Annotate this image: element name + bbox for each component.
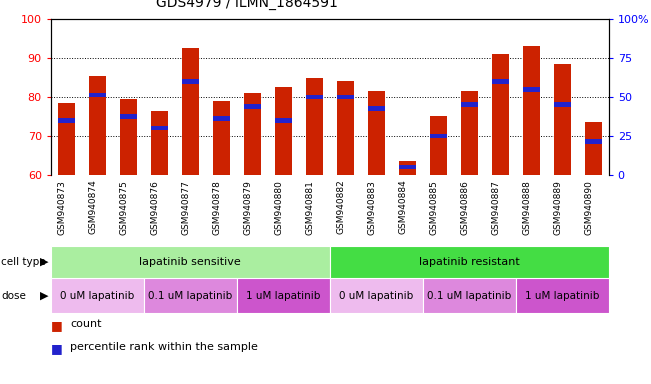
Bar bbox=[306, 94, 323, 99]
Text: 1 uM lapatinib: 1 uM lapatinib bbox=[246, 291, 320, 301]
Text: cell type: cell type bbox=[1, 257, 46, 267]
Bar bbox=[182, 79, 199, 84]
Bar bbox=[398, 161, 416, 175]
Bar bbox=[422, 278, 516, 313]
Text: 0.1 uM lapatinib: 0.1 uM lapatinib bbox=[427, 291, 511, 301]
Bar bbox=[461, 103, 478, 107]
Bar bbox=[430, 134, 447, 138]
Bar bbox=[553, 64, 571, 175]
Bar bbox=[237, 278, 329, 313]
Bar bbox=[51, 246, 329, 278]
Text: lapatinib resistant: lapatinib resistant bbox=[419, 257, 519, 267]
Bar bbox=[516, 278, 609, 313]
Text: GSM940875: GSM940875 bbox=[119, 180, 128, 235]
Bar bbox=[523, 46, 540, 175]
Text: GSM940874: GSM940874 bbox=[89, 180, 97, 235]
Text: GSM940886: GSM940886 bbox=[460, 180, 469, 235]
Bar bbox=[58, 118, 75, 122]
Text: GSM940880: GSM940880 bbox=[274, 180, 283, 235]
Text: GSM940876: GSM940876 bbox=[150, 180, 159, 235]
Text: 0 uM lapatinib: 0 uM lapatinib bbox=[339, 291, 413, 301]
Bar bbox=[492, 54, 508, 175]
Bar bbox=[329, 278, 422, 313]
Text: GSM940881: GSM940881 bbox=[305, 180, 314, 235]
Text: 0 uM lapatinib: 0 uM lapatinib bbox=[60, 291, 134, 301]
Bar bbox=[213, 116, 230, 121]
Text: GSM940879: GSM940879 bbox=[243, 180, 252, 235]
Bar bbox=[151, 111, 168, 175]
Text: GSM940873: GSM940873 bbox=[57, 180, 66, 235]
Text: GSM940885: GSM940885 bbox=[429, 180, 438, 235]
Bar bbox=[523, 87, 540, 91]
Bar bbox=[243, 104, 261, 109]
Bar bbox=[492, 79, 508, 84]
Text: ▶: ▶ bbox=[40, 291, 49, 301]
Bar bbox=[398, 165, 416, 169]
Bar bbox=[275, 118, 292, 122]
Bar bbox=[585, 122, 602, 175]
Bar bbox=[585, 139, 602, 144]
Text: GSM940887: GSM940887 bbox=[492, 180, 500, 235]
Text: ■: ■ bbox=[51, 342, 62, 355]
Bar bbox=[89, 93, 106, 98]
Text: GSM940884: GSM940884 bbox=[398, 180, 408, 235]
Bar bbox=[182, 48, 199, 175]
Text: GSM940883: GSM940883 bbox=[367, 180, 376, 235]
Text: 0.1 uM lapatinib: 0.1 uM lapatinib bbox=[148, 291, 232, 301]
Text: GDS4979 / ILMN_1864591: GDS4979 / ILMN_1864591 bbox=[156, 0, 339, 10]
Bar bbox=[144, 278, 237, 313]
Text: GSM940878: GSM940878 bbox=[212, 180, 221, 235]
Text: GSM940890: GSM940890 bbox=[584, 180, 593, 235]
Bar bbox=[51, 278, 144, 313]
Text: GSM940889: GSM940889 bbox=[553, 180, 562, 235]
Bar bbox=[337, 81, 353, 175]
Text: count: count bbox=[70, 319, 102, 329]
Bar bbox=[120, 114, 137, 119]
Bar bbox=[368, 91, 385, 175]
Text: ■: ■ bbox=[51, 319, 62, 332]
Text: 1 uM lapatinib: 1 uM lapatinib bbox=[525, 291, 600, 301]
Bar bbox=[306, 78, 323, 175]
Text: dose: dose bbox=[1, 291, 26, 301]
Bar bbox=[275, 87, 292, 175]
Bar bbox=[58, 103, 75, 175]
Bar bbox=[243, 93, 261, 175]
Bar bbox=[120, 99, 137, 175]
Bar bbox=[329, 246, 609, 278]
Bar bbox=[337, 94, 353, 99]
Text: GSM940877: GSM940877 bbox=[181, 180, 190, 235]
Bar bbox=[368, 106, 385, 111]
Bar bbox=[151, 126, 168, 131]
Text: GSM940888: GSM940888 bbox=[522, 180, 531, 235]
Bar bbox=[89, 76, 106, 175]
Bar bbox=[553, 103, 571, 107]
Text: GSM940882: GSM940882 bbox=[336, 180, 345, 235]
Text: ▶: ▶ bbox=[40, 257, 49, 267]
Bar bbox=[461, 91, 478, 175]
Text: percentile rank within the sample: percentile rank within the sample bbox=[70, 342, 258, 352]
Bar bbox=[213, 101, 230, 175]
Bar bbox=[430, 116, 447, 175]
Text: lapatinib sensitive: lapatinib sensitive bbox=[139, 257, 241, 267]
